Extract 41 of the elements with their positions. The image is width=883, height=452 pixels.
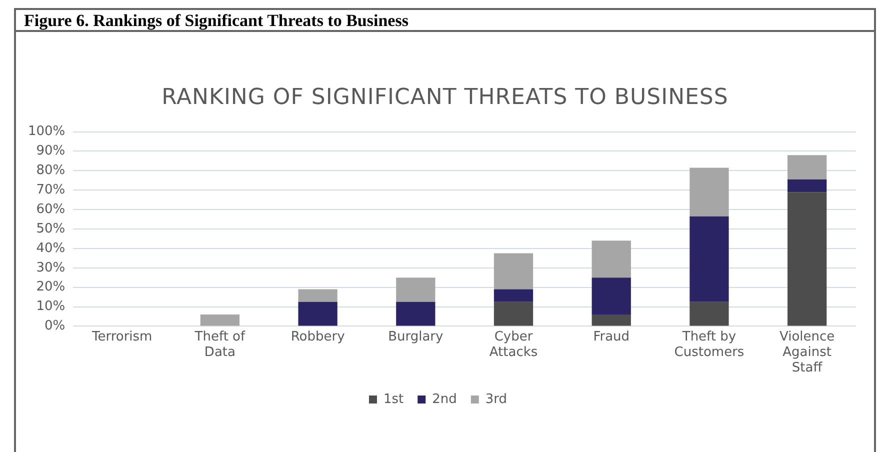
y-tick-label: 80% <box>36 163 66 178</box>
y-tick-label: 90% <box>36 144 66 159</box>
x-tick-label: Fraud <box>593 329 630 344</box>
bar <box>690 216 729 302</box>
y-tick-label: 70% <box>36 182 66 198</box>
x-tick-label: Cyber Attacks <box>489 329 538 360</box>
legend-label: 2nd <box>432 392 457 407</box>
bar <box>690 168 729 216</box>
y-tick-label: 30% <box>36 260 66 276</box>
y-tick-label: 10% <box>36 299 66 314</box>
x-tick-label: Violence Against Staff <box>779 329 835 376</box>
bar <box>396 278 436 302</box>
x-tick-label: Theft of Data <box>194 329 246 360</box>
bar <box>592 314 631 326</box>
legend-label: 1st <box>383 392 404 407</box>
bar <box>690 302 729 326</box>
y-tick-label: 50% <box>36 221 66 236</box>
x-tick-label: Terrorism <box>90 329 152 344</box>
bar <box>298 302 338 326</box>
y-tick-label: 60% <box>36 202 66 217</box>
bar <box>494 289 534 302</box>
x-tick-label: Robbery <box>290 329 346 344</box>
bar <box>592 278 631 315</box>
chart-title: Figure 6. Rankings of Significant Threats to Business <box>16 10 874 32</box>
bar <box>788 192 827 326</box>
chart-subtitle: RANKING OF SIGNIFICANT THREATS TO BUSINESS <box>160 85 730 110</box>
y-tick-label: 20% <box>36 280 66 295</box>
bar <box>200 314 240 326</box>
bar <box>788 155 827 180</box>
x-tick-label: Burglary <box>388 329 444 344</box>
legend-label: 3rd <box>485 392 508 407</box>
bar <box>788 179 827 192</box>
bar <box>298 289 338 302</box>
bar <box>592 240 631 278</box>
bar <box>396 302 436 326</box>
y-tick-label: 40% <box>36 240 66 256</box>
y-tick-label: 0% <box>44 318 66 334</box>
bar <box>494 302 534 326</box>
y-tick-label: 100% <box>28 124 66 140</box>
bar <box>494 253 534 290</box>
x-tick-label: Theft by Customers <box>674 329 744 360</box>
